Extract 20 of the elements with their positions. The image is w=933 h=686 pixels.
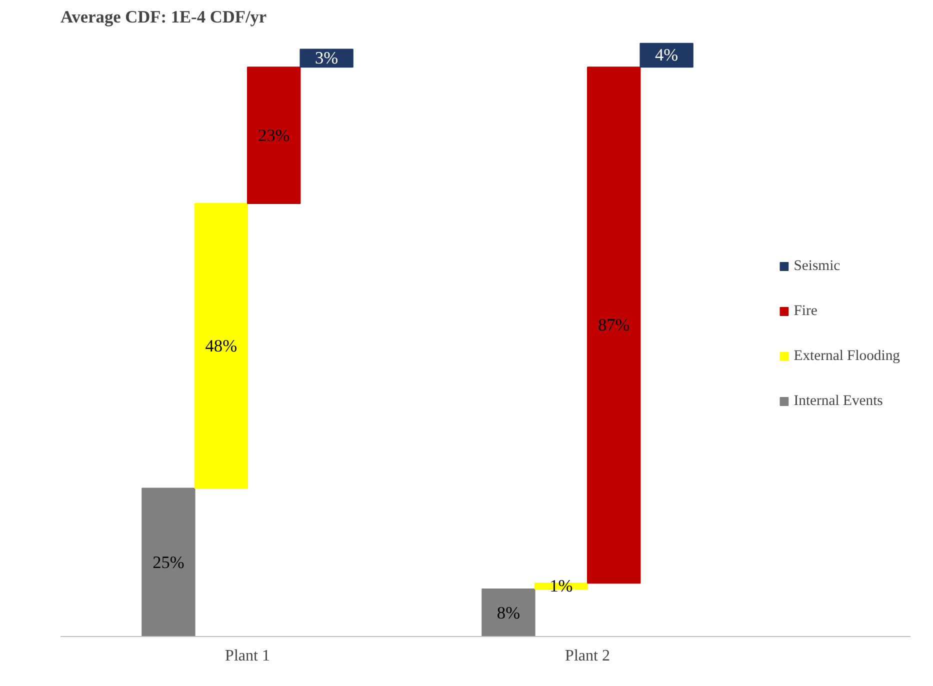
bar xyxy=(587,66,641,584)
legend-label: Fire xyxy=(794,302,818,320)
bar xyxy=(482,588,536,636)
bar xyxy=(194,203,248,489)
bar xyxy=(142,488,196,636)
bar xyxy=(247,66,301,204)
legend-label: External Flooding xyxy=(794,348,900,364)
data-label: 87% xyxy=(598,316,630,335)
data-label: 25% xyxy=(152,552,184,572)
data-label: 4% xyxy=(655,46,678,65)
x-tick-label: Plant 1 xyxy=(225,648,270,664)
legend-label: Internal Events xyxy=(794,392,883,410)
data-label: 3% xyxy=(315,48,338,68)
data-label: 48% xyxy=(205,336,238,356)
chart-title: Average CDF: 1E-4 CDF/yr xyxy=(60,8,267,26)
bar xyxy=(640,42,694,68)
legend-label: Seismic xyxy=(794,258,840,274)
data-label: 8% xyxy=(496,603,520,622)
data-label: 23% xyxy=(258,126,290,145)
x-tick-label: Plant 2 xyxy=(565,648,610,664)
